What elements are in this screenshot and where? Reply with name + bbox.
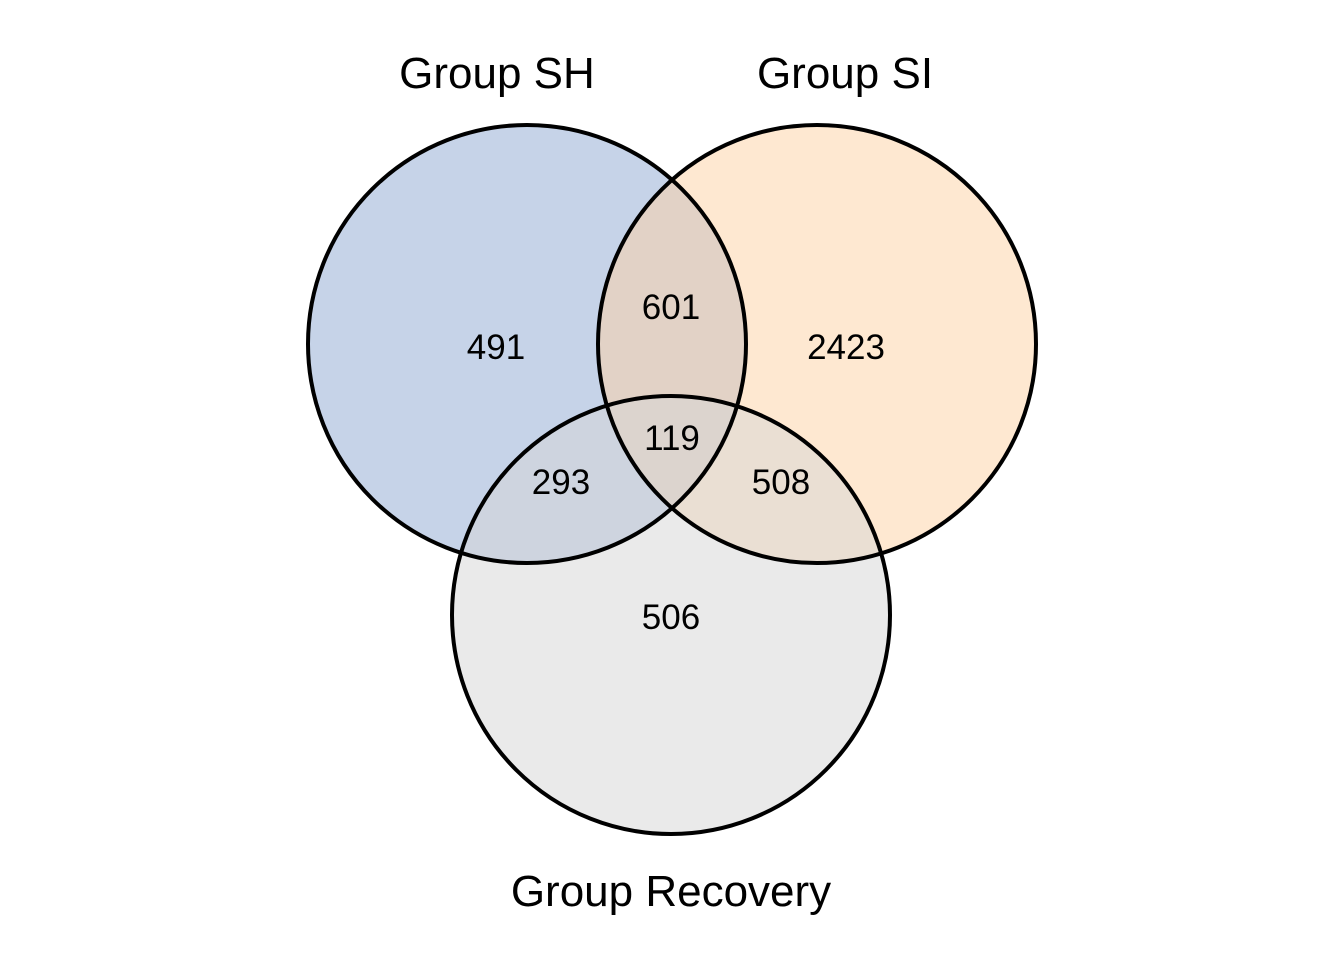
circle-group-recovery-outline — [450, 394, 892, 836]
count-recovery-only: 506 — [642, 598, 700, 637]
circle-group-recovery — [452, 396, 890, 834]
count-sh-only: 491 — [467, 328, 525, 367]
count-si-recovery: 508 — [752, 463, 810, 502]
circle-group-sh-outline — [306, 123, 748, 565]
label-group-si: Group SI — [757, 49, 933, 98]
count-all: 119 — [644, 419, 700, 458]
circle-group-si-outline — [596, 123, 1038, 565]
label-group-recovery: Group Recovery — [511, 867, 831, 916]
count-si-only: 2423 — [807, 328, 885, 367]
count-sh-recovery: 293 — [532, 463, 590, 502]
label-group-sh: Group SH — [399, 49, 595, 98]
count-sh-si: 601 — [642, 288, 700, 327]
